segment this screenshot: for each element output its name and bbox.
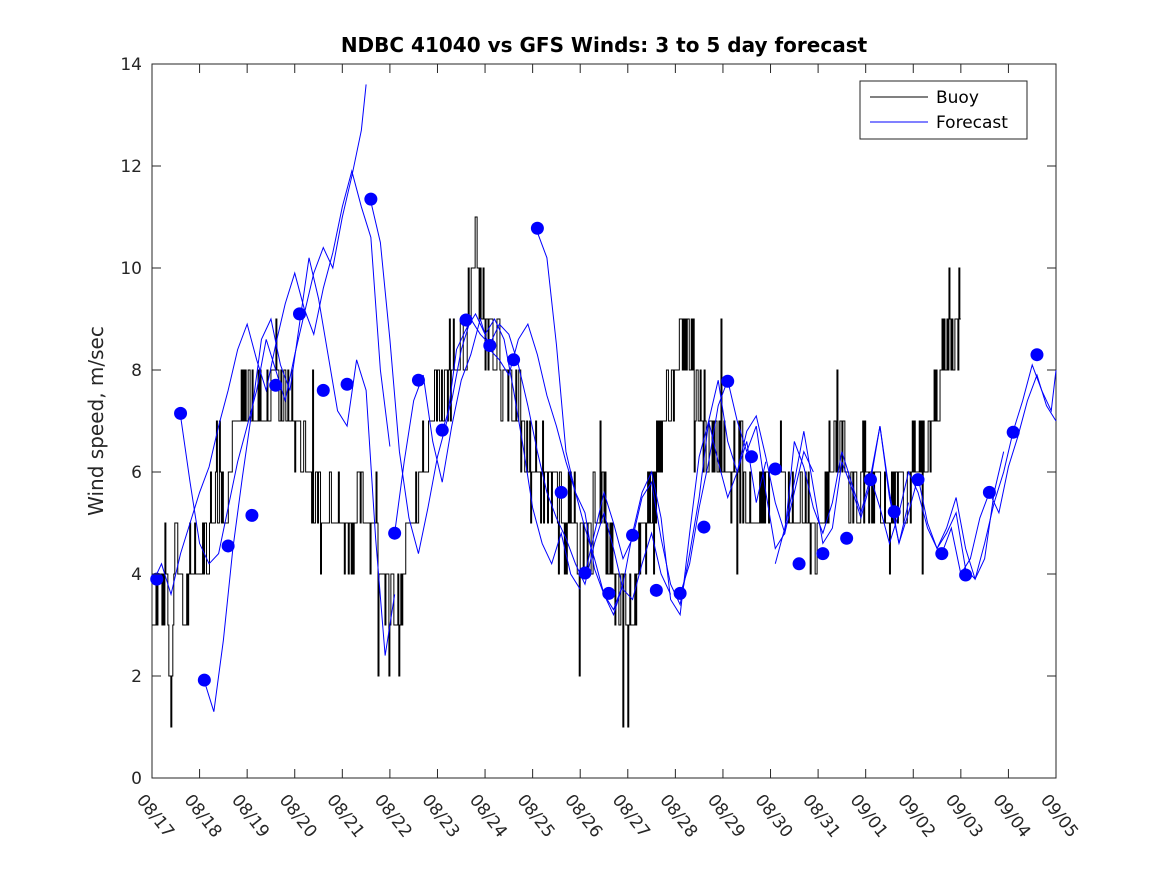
analysis-point xyxy=(197,673,211,687)
analysis-point xyxy=(435,423,449,437)
analysis-point xyxy=(174,406,188,420)
legend: Buoy Forecast xyxy=(859,80,1028,140)
analysis-point xyxy=(959,568,973,582)
analysis-point xyxy=(245,508,259,522)
y-tick-label: 14 xyxy=(120,55,142,75)
analysis-point xyxy=(316,383,330,397)
forecast-line-1 xyxy=(153,169,391,597)
analysis-point xyxy=(411,373,425,387)
y-axis-label: Wind speed, m/sec xyxy=(84,326,108,516)
analysis-point xyxy=(1006,425,1020,439)
forecast-line-3 xyxy=(203,257,396,712)
analysis-point xyxy=(388,526,402,540)
analysis-point xyxy=(816,547,830,561)
analysis-point xyxy=(507,353,521,367)
legend-buoy-label: Buoy xyxy=(936,88,979,108)
analysis-points xyxy=(150,192,1044,687)
y-tick-label: 6 xyxy=(131,463,142,483)
plot-box xyxy=(151,63,1057,779)
analysis-point xyxy=(530,221,544,235)
y-tick-label: 8 xyxy=(131,361,142,381)
forecast-line-4 xyxy=(370,201,581,590)
analysis-point xyxy=(649,583,663,597)
forecast-series-group xyxy=(153,84,1057,712)
analysis-point xyxy=(269,378,283,392)
analysis-point xyxy=(626,528,640,542)
analysis-point xyxy=(673,586,687,600)
analysis-point xyxy=(982,485,996,499)
analysis-point xyxy=(840,531,854,545)
analysis-point xyxy=(292,307,306,321)
chart-title: NDBC 41040 vs GFS Winds: 3 to 5 day fore… xyxy=(341,33,868,57)
analysis-point xyxy=(721,374,735,388)
legend-box xyxy=(859,80,1028,140)
analysis-point xyxy=(792,557,806,571)
analysis-point xyxy=(150,572,164,586)
y-tick-label: 10 xyxy=(120,259,142,279)
analysis-point xyxy=(768,462,782,476)
analysis-point xyxy=(221,539,235,553)
analysis-point xyxy=(697,520,711,534)
y-tick-label: 4 xyxy=(131,565,142,585)
y-tick-label: 2 xyxy=(131,667,142,687)
analysis-point xyxy=(364,192,378,206)
forecast-line-6 xyxy=(441,317,672,601)
analysis-point xyxy=(483,339,497,353)
analysis-point xyxy=(340,377,354,391)
legend-forecast-label: Forecast xyxy=(936,113,1008,133)
y-tick-label: 12 xyxy=(120,157,142,177)
analysis-point xyxy=(459,313,473,327)
analysis-point xyxy=(863,473,877,487)
forecast-line-8 xyxy=(584,380,814,607)
analysis-point xyxy=(935,547,949,561)
y-tick-label: 0 xyxy=(131,769,142,789)
forecast-line-10 xyxy=(774,426,1005,581)
forecast-line-2 xyxy=(180,84,367,565)
forecast-line-5 xyxy=(394,317,624,617)
analysis-point xyxy=(911,473,925,487)
analysis-point xyxy=(602,586,616,600)
analysis-point xyxy=(554,485,568,499)
analysis-point xyxy=(1030,348,1044,362)
analysis-point xyxy=(887,505,901,519)
analysis-point xyxy=(744,450,758,464)
analysis-point xyxy=(578,566,592,580)
plot-area xyxy=(151,63,1057,779)
forecast-line-7 xyxy=(536,232,767,617)
